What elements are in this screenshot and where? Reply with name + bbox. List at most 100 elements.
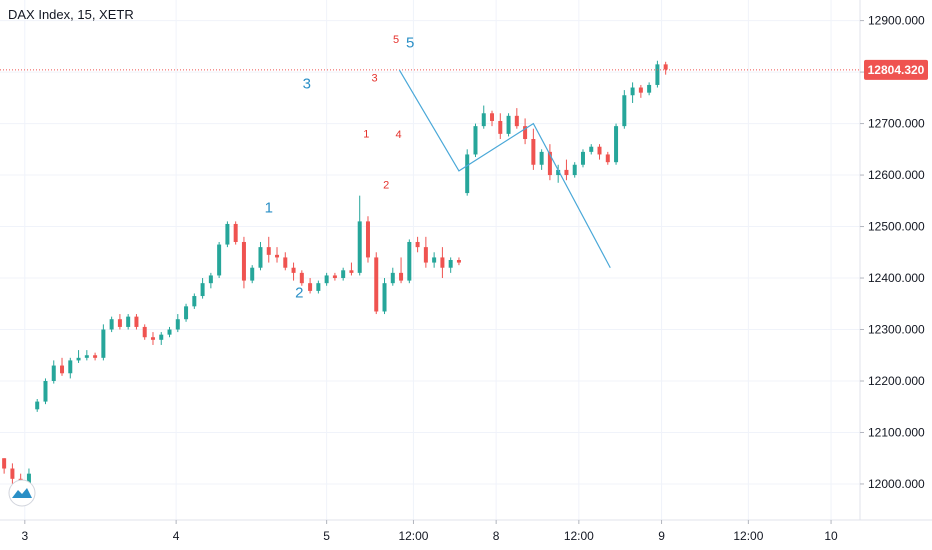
candle-body [580, 151, 585, 165]
candle-body [465, 154, 470, 194]
candle-body [589, 146, 594, 152]
candle [531, 128, 536, 170]
candle [399, 257, 404, 284]
y-tick-label: 12300.000 [868, 323, 925, 337]
y-tick-label: 12700.000 [868, 117, 925, 131]
candle [580, 149, 585, 168]
candle [316, 280, 321, 294]
candle-body [547, 151, 552, 176]
candle [299, 270, 304, 286]
candle-body [258, 247, 263, 268]
candle-body [572, 164, 577, 176]
candle-body [399, 272, 404, 281]
candle [456, 257, 461, 266]
candle [523, 118, 528, 145]
candle-body [556, 169, 561, 176]
price-axis[interactable]: 12000.000 12100.000 12200.000 12300.000 1240… [860, 14, 925, 491]
x-tick-label: 8 [493, 529, 500, 543]
x-tick-label: 3 [21, 529, 28, 543]
candle-body [324, 275, 329, 284]
candle [481, 105, 486, 129]
candle-body [109, 319, 114, 330]
candle [556, 164, 561, 183]
candle [225, 221, 230, 248]
y-tick-label: 12600.000 [868, 168, 925, 182]
candle [324, 272, 329, 286]
candle-body [332, 275, 337, 279]
candle-body [448, 260, 453, 268]
y-tick-label: 12500.000 [868, 220, 925, 234]
candle [159, 332, 164, 345]
candle-body [60, 365, 65, 374]
candle-body [432, 257, 437, 263]
candle-body [564, 169, 569, 176]
candle [382, 278, 387, 315]
candle [200, 278, 205, 299]
candle [365, 216, 370, 263]
candle [332, 272, 337, 281]
tradingview-logo-icon[interactable] [8, 479, 36, 507]
candle [655, 60, 660, 88]
candle-body [51, 365, 56, 381]
candle [184, 303, 189, 322]
candle-body [514, 115, 519, 127]
candle-body [365, 221, 370, 258]
candle [233, 221, 238, 245]
candle-body [134, 316, 139, 327]
candle-body [68, 360, 73, 374]
wave-labels-major: 1 2 3 5 [265, 34, 415, 301]
candle-body [200, 283, 205, 297]
candle [126, 314, 131, 330]
candle-body [316, 283, 321, 291]
wave-label-major: 1 [265, 200, 273, 217]
candle [357, 195, 362, 276]
candle [407, 239, 412, 284]
candle-body [291, 267, 296, 273]
candle-body [614, 126, 619, 163]
candle [250, 265, 255, 284]
candle-body [349, 270, 354, 273]
candle-body [117, 319, 122, 327]
candle [35, 399, 40, 412]
candle-body [390, 272, 395, 284]
candle [291, 262, 296, 281]
candle [647, 82, 652, 96]
candle [374, 252, 379, 315]
candle-body [382, 283, 387, 312]
candle-body [663, 64, 668, 70]
candle [93, 352, 98, 361]
candle-body [374, 257, 379, 312]
candle [440, 247, 445, 279]
candle-body [440, 257, 445, 268]
candle [192, 293, 197, 309]
y-tick-label: 12200.000 [868, 374, 925, 388]
candle [390, 267, 395, 286]
candle [514, 108, 519, 129]
candle-body [523, 126, 528, 140]
projection-path [398, 69, 611, 269]
time-axis[interactable]: 3 4 5 12:00 8 12:00 9 12:00 10 [21, 520, 838, 543]
candle [564, 159, 569, 181]
candle-body [531, 139, 536, 165]
candle-body [93, 355, 98, 358]
candle [109, 316, 114, 333]
candle-body [150, 337, 155, 340]
candle-body [597, 146, 602, 155]
candle [175, 314, 180, 333]
x-tick-label: 9 [658, 529, 665, 543]
candle-body [35, 401, 40, 410]
candle [134, 314, 139, 330]
y-tick-label: 12900.000 [868, 14, 925, 28]
candle [217, 241, 222, 279]
candle [142, 324, 147, 340]
candle-body [101, 329, 106, 358]
candle [43, 378, 48, 405]
candle [150, 332, 155, 345]
candle [663, 61, 668, 75]
candle-body [415, 241, 420, 248]
candle-body [43, 380, 48, 402]
candle [572, 162, 577, 178]
wave-label-major: 5 [406, 34, 414, 51]
candle-body [539, 151, 544, 165]
